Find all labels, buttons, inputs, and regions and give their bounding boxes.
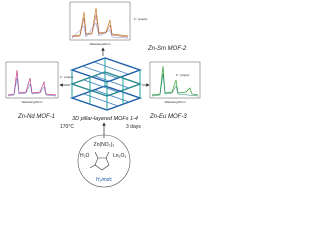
ligand-structure <box>89 151 110 171</box>
spectrum-panel-left: Wavelength/nm F⁻ (equiv) Zn-Nd MOF-1 <box>5 61 73 120</box>
x-axis-label: Wavelength/nm <box>22 100 43 104</box>
spectrum-panel-right: Wavelength/nm F⁻ (equiv) Zn-Eu MOF-3 <box>149 61 201 120</box>
graphic-abstract: Wavelength/nm F⁻ (equiv) Zn-Sm MOF-2 Wav… <box>5 1 201 188</box>
temperature: 170°C <box>60 124 74 130</box>
reaction-circle <box>77 134 131 188</box>
legend: F⁻ (equiv) <box>176 73 189 77</box>
panel-label: Zn-Sm MOF-2 <box>147 46 187 52</box>
ligand: H₃imdc <box>96 177 113 183</box>
metal-salt: Zn(NO₃)₂ <box>94 142 115 148</box>
mof-structure <box>69 57 143 111</box>
x-axis-label: Wavelength/nm <box>165 100 186 104</box>
arrows <box>59 47 150 138</box>
x-axis-label: Wavelength/nm <box>90 42 111 46</box>
lanthanide-oxide: Ln₂O₃ <box>113 153 126 159</box>
solvent: H₂O <box>80 153 90 159</box>
spectrum-panel-top: Wavelength/nm F⁻ (equiv) Zn-Sm MOF-2 <box>69 1 187 52</box>
panel-label: Zn-Nd MOF-1 <box>17 114 55 120</box>
center-label: 3D pillar-layered MOFs 1-4 <box>72 116 138 122</box>
time: 3 days <box>126 124 141 130</box>
panel-label: Zn-Eu MOF-3 <box>149 114 187 120</box>
legend: F⁻ (equiv) <box>134 17 147 21</box>
legend: F⁻ (equiv) <box>60 75 73 79</box>
